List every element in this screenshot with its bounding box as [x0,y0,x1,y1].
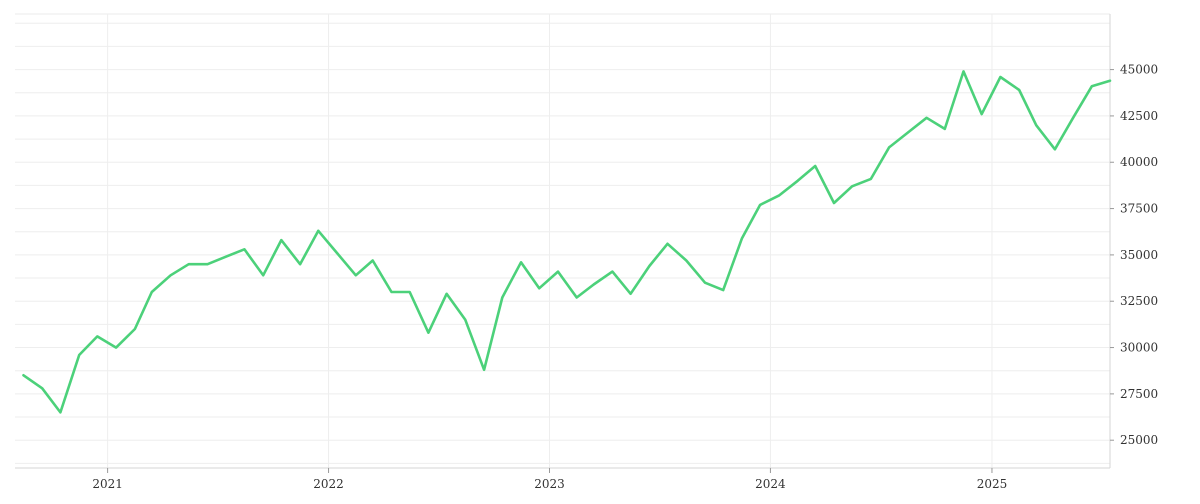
y-tick-label: 45000 [1120,63,1158,77]
axes [15,14,1114,473]
tick-labels: 2021 2022 2023 2024 2025 25000 27500 30000 32500… [92,63,1158,491]
series-layer [22,70,1112,414]
y-tick-label: 32500 [1120,294,1158,308]
y-tick-label: 37500 [1120,202,1158,216]
y-tick-label: 42500 [1120,109,1158,123]
x-tick-label: 2025 [977,477,1008,491]
y-tick-label: 25000 [1120,433,1158,447]
x-tick-label: 2024 [755,477,786,491]
y-tick-label: 27500 [1120,387,1158,401]
x-tick-label: 2023 [534,477,565,491]
x-tick-label: 2022 [313,477,344,491]
y-tick-label: 30000 [1120,341,1158,355]
x-tick-label: 2021 [92,477,123,491]
y-tick-label: 40000 [1120,155,1158,169]
series-line [22,70,1112,414]
grid [15,13,1110,468]
y-tick-label: 35000 [1120,248,1158,262]
